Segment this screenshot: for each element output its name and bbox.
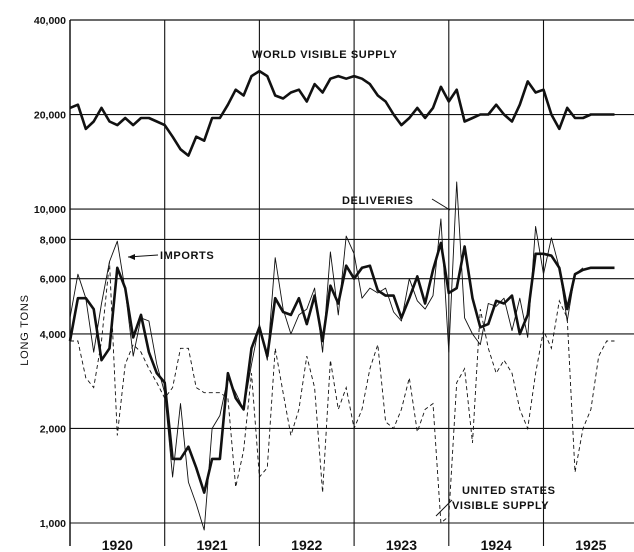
x-tick-label: 1925: [575, 537, 606, 552]
series-line-imports: [69, 181, 584, 531]
grid: [69, 19, 634, 546]
deliveries-label: DELIVERIES: [342, 195, 413, 207]
imports-label: IMPORTS: [160, 250, 214, 262]
series-line-united-states-visible-supply: [70, 261, 615, 524]
imports-arrowhead: [128, 254, 135, 260]
x-tick-label: 1924: [481, 537, 512, 552]
x-tick-label: 1921: [196, 537, 227, 552]
y-tick-label: 2,000: [40, 423, 66, 435]
annotations: WORLD VISIBLE SUPPLY DELIVERIES IMPORTS …: [127, 49, 556, 517]
series-line-deliveries: [68, 241, 615, 494]
y-tick-label: 20,000: [34, 110, 66, 122]
y-tick-label: 1,000: [40, 518, 66, 530]
plot-frame: [69, 19, 634, 546]
deliveries-leader: [431, 198, 451, 211]
y-axis-title: LONG TONS: [19, 294, 31, 366]
world-visible-supply-label: WORLD VISIBLE SUPPLY: [252, 49, 398, 61]
y-tick-label: 6,000: [40, 274, 66, 286]
us-visible-supply-label-1: UNITED STATES: [462, 485, 556, 497]
x-tick-label: 1920: [102, 537, 133, 552]
us-visible-supply-label-2: VISIBLE SUPPLY: [452, 500, 549, 512]
y-tick-label: 8,000: [40, 234, 66, 246]
y-tick-label: 4,000: [40, 329, 66, 341]
y-tick-label: 40,000: [34, 15, 66, 27]
axis-ticks: 1,000 2,000 4,000 6,000 8,000 10,000 20,000 40,…: [34, 15, 607, 552]
series-layer: [68, 69, 615, 531]
us-visible-supply-leader: [435, 499, 453, 517]
x-tick-label: 1922: [291, 537, 322, 552]
x-tick-label: 1923: [386, 537, 417, 552]
y-tick-label: 10,000: [34, 204, 66, 216]
series-line-world-visible-supply: [69, 69, 615, 157]
